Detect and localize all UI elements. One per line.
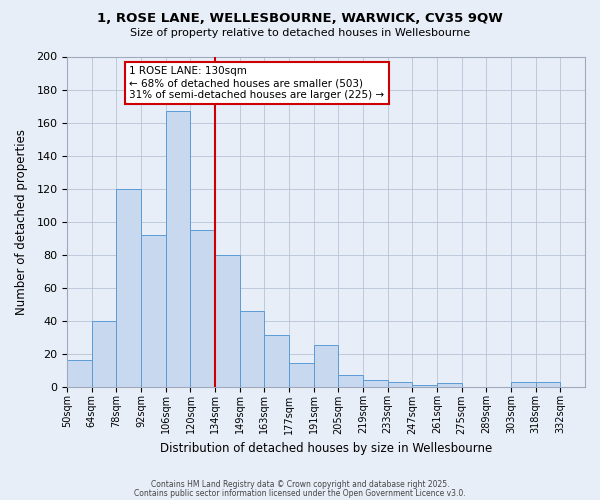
Text: Size of property relative to detached houses in Wellesbourne: Size of property relative to detached ho…: [130, 28, 470, 38]
Bar: [67, 360, 92, 386]
Bar: [412, 385, 437, 386]
Bar: [92, 320, 116, 386]
Bar: [437, 383, 462, 386]
Bar: [141, 234, 166, 386]
Text: Contains HM Land Registry data © Crown copyright and database right 2025.: Contains HM Land Registry data © Crown c…: [151, 480, 449, 489]
Bar: [265, 336, 289, 386]
Bar: [215, 254, 240, 386]
Bar: [116, 188, 141, 386]
Bar: [289, 364, 314, 386]
Text: Contains public sector information licensed under the Open Government Licence v3: Contains public sector information licen…: [134, 488, 466, 498]
Bar: [190, 230, 215, 386]
Bar: [511, 382, 536, 386]
Bar: [363, 380, 388, 386]
Text: 1 ROSE LANE: 130sqm
← 68% of detached houses are smaller (503)
31% of semi-detac: 1 ROSE LANE: 130sqm ← 68% of detached ho…: [130, 66, 385, 100]
Bar: [240, 310, 265, 386]
Bar: [338, 375, 363, 386]
Bar: [536, 382, 560, 386]
Bar: [314, 346, 338, 387]
Bar: [388, 382, 412, 386]
X-axis label: Distribution of detached houses by size in Wellesbourne: Distribution of detached houses by size …: [160, 442, 492, 455]
Text: 1, ROSE LANE, WELLESBOURNE, WARWICK, CV35 9QW: 1, ROSE LANE, WELLESBOURNE, WARWICK, CV3…: [97, 12, 503, 26]
Bar: [166, 111, 190, 386]
Y-axis label: Number of detached properties: Number of detached properties: [15, 128, 28, 314]
